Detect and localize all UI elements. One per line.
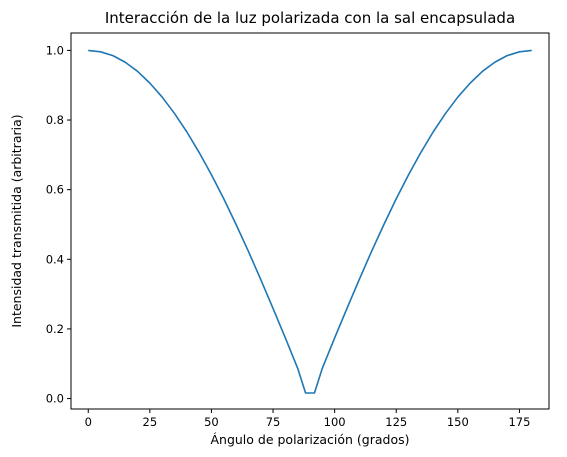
- y-tick-label: 0.6: [46, 183, 64, 197]
- x-tick-label: 75: [266, 415, 281, 429]
- x-axis: 0 25 50 75 100 125 150 175: [85, 409, 530, 429]
- y-tick-label: 0.4: [46, 252, 64, 266]
- x-tick-label: 150: [447, 415, 469, 429]
- x-tick-label: 125: [385, 415, 407, 429]
- x-tick-label: 50: [204, 415, 219, 429]
- y-tick-label: 0.8: [46, 113, 64, 127]
- x-axis-label: Ángulo de polarización (grados): [210, 432, 409, 447]
- chart-title: Interacción de la luz polarizada con la …: [105, 9, 515, 27]
- y-tick-label: 1.0: [46, 43, 64, 57]
- series-line: [88, 49, 532, 394]
- y-tick-label: 0.2: [46, 322, 64, 336]
- x-tick-label: 175: [508, 415, 530, 429]
- x-tick-label: 25: [143, 415, 158, 429]
- series-group: [88, 49, 532, 394]
- y-axis: 0.0 0.2 0.4 0.6 0.8 1.0: [46, 43, 71, 406]
- y-tick-label: 0.0: [46, 392, 64, 406]
- x-tick-label: 100: [324, 415, 346, 429]
- y-axis-label: Intensidad transmitida (arbitraria): [9, 114, 24, 327]
- x-tick-label: 0: [85, 415, 92, 429]
- plot-frame: [70, 32, 550, 410]
